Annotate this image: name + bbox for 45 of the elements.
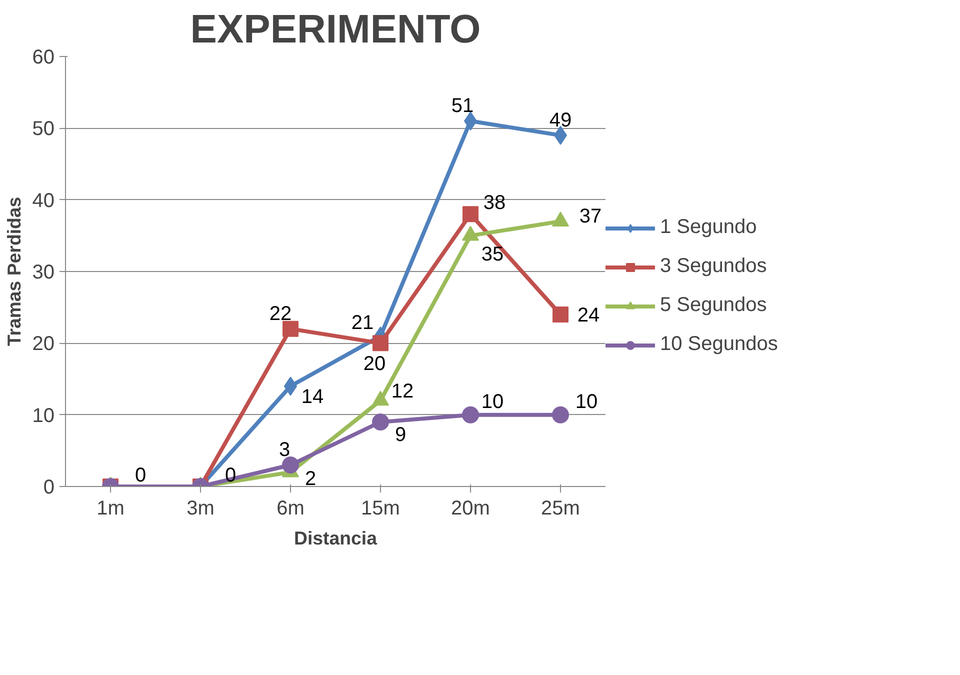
y-tick-label: 10 xyxy=(32,404,55,427)
legend-label: 5 Segundos xyxy=(660,294,767,317)
x-tick-label: 20m xyxy=(451,498,490,520)
y-tick-label: 40 xyxy=(32,190,55,212)
point xyxy=(462,206,478,222)
data-label: 37 xyxy=(579,205,602,228)
data-label: 35 xyxy=(481,244,504,266)
data-label: 0 xyxy=(134,464,146,486)
chart-title: EXPERIMENTO xyxy=(190,8,481,52)
y-tick-label: 50 xyxy=(32,118,55,140)
data-label: 10 xyxy=(481,390,504,413)
point xyxy=(372,414,389,430)
x-tick-label: 1m xyxy=(96,498,124,520)
legend-label: 1 Segundo xyxy=(660,216,757,239)
data-label: 10 xyxy=(575,390,598,413)
point xyxy=(282,456,299,474)
x-tick-label: 25m xyxy=(541,498,580,520)
data-label: 49 xyxy=(549,109,572,132)
point xyxy=(552,406,569,424)
data-label: 22 xyxy=(269,302,292,325)
data-label: 14 xyxy=(301,386,324,408)
y-tick-label: 20 xyxy=(32,333,55,356)
data-label: 38 xyxy=(483,192,506,214)
point xyxy=(462,406,479,424)
x-tick-label: 6m xyxy=(276,498,304,520)
data-label: 12 xyxy=(391,380,414,402)
legend-label: 3 Segundos xyxy=(660,255,767,278)
data-label: 51 xyxy=(451,95,474,117)
data-label: 20 xyxy=(363,353,386,376)
data-label: 9 xyxy=(394,424,406,446)
point xyxy=(372,335,388,352)
point xyxy=(552,306,568,322)
legend-label: 10 Segundos xyxy=(660,333,778,356)
data-label: 21 xyxy=(351,312,374,334)
y-tick-label: 0 xyxy=(43,476,54,498)
data-label: 2 xyxy=(304,468,316,490)
y-tick-label: 30 xyxy=(32,262,55,284)
data-label: 24 xyxy=(577,304,600,326)
point xyxy=(282,320,298,337)
y-axis-title: Tramas Perdidas xyxy=(3,196,24,346)
data-label: 3 xyxy=(278,439,290,461)
y-tick-label: 60 xyxy=(32,46,55,68)
x-tick-label: 3m xyxy=(186,498,214,520)
x-tick-label: 15m xyxy=(361,498,400,520)
x-axis-title: Distancia xyxy=(294,528,378,548)
